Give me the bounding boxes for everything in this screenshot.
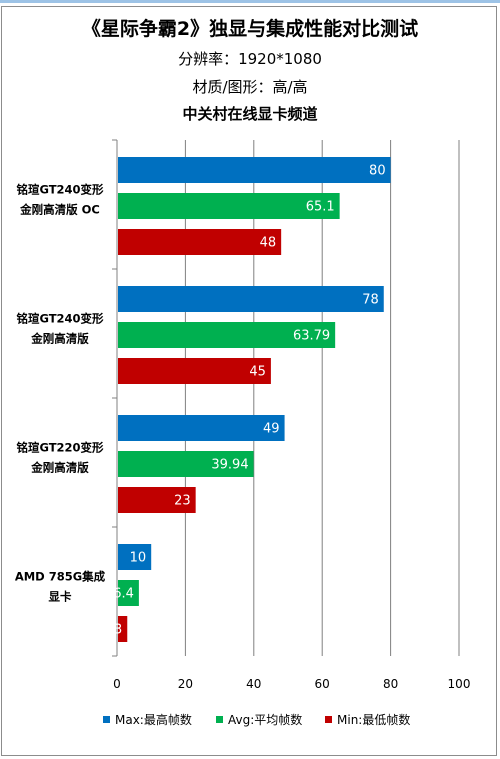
chart-title: 《星际争霸2》独显与集成性能对比测试 xyxy=(81,18,419,40)
chart-subtitle-source: 中关村在线显卡频道 xyxy=(182,105,318,123)
bar-value-label: 48 xyxy=(260,236,277,251)
category-label: 铭瑄GT220变形 xyxy=(16,441,104,455)
category-label: 金刚高清版 OC xyxy=(19,203,100,217)
category-label: 铭瑄GT240变形 xyxy=(16,183,104,197)
bar-value-label: 45 xyxy=(249,365,266,380)
bar-avg xyxy=(118,580,139,606)
legend-swatch xyxy=(216,716,223,723)
category-label: 金刚高清版 xyxy=(30,461,89,475)
category-label: AMD 785G集成 xyxy=(15,570,106,584)
bar-value-label: 63.79 xyxy=(293,329,330,344)
category-label: 铭瑄GT240变形 xyxy=(16,312,104,326)
bar-min xyxy=(118,616,128,642)
bar-max xyxy=(118,286,384,312)
x-tick-label: 80 xyxy=(383,677,398,691)
legend-label: Min:最低帧数 xyxy=(337,713,411,727)
bar-value-label: 10 xyxy=(130,551,147,566)
top-accent-line xyxy=(0,0,500,3)
legend-swatch xyxy=(103,716,110,723)
legend-item: Avg:平均帧数 xyxy=(216,711,302,728)
legend-label: Max:最高帧数 xyxy=(115,713,192,727)
legend-label: Avg:平均帧数 xyxy=(228,713,303,727)
x-tick-label: 100 xyxy=(448,677,471,691)
bar-value-label: 23 xyxy=(174,494,191,509)
chart-legend: Max:最高帧数 Avg:平均帧数 Min:最低帧数 xyxy=(0,711,500,731)
bar-value-label: 78 xyxy=(362,293,379,308)
bar-avg xyxy=(118,451,254,477)
bar-min xyxy=(118,358,271,384)
x-tick-label: 40 xyxy=(246,677,261,691)
bar-max xyxy=(118,415,285,441)
legend-item: Min:最低帧数 xyxy=(325,711,410,728)
bar-min xyxy=(118,229,282,255)
bar-value-label: 39.94 xyxy=(211,458,248,473)
bar-max xyxy=(118,157,391,183)
bar-max xyxy=(118,544,152,570)
bar-value-label: 65.1 xyxy=(306,200,335,215)
category-label: 显卡 xyxy=(49,590,72,604)
x-tick-label: 0 xyxy=(113,677,121,691)
chart-subtitle-settings: 材质/图形：高/高 xyxy=(192,78,308,96)
bar-value-label: 6.4 xyxy=(113,587,134,602)
bar-value-label: 80 xyxy=(369,164,386,179)
legend-item: Max:最高帧数 xyxy=(103,711,192,728)
bar-value-label: 49 xyxy=(263,422,280,437)
category-label: 金刚高清版 xyxy=(30,332,89,346)
x-tick-label: 60 xyxy=(315,677,330,691)
legend-swatch xyxy=(325,716,332,723)
x-tick-label: 20 xyxy=(178,677,193,691)
chart-subtitle-resolution: 分辨率：1920*1080 xyxy=(178,50,322,68)
bar-avg xyxy=(118,322,336,348)
bar-min xyxy=(118,487,196,513)
bar-value-label: 3 xyxy=(114,623,122,638)
bar-avg xyxy=(118,193,340,219)
